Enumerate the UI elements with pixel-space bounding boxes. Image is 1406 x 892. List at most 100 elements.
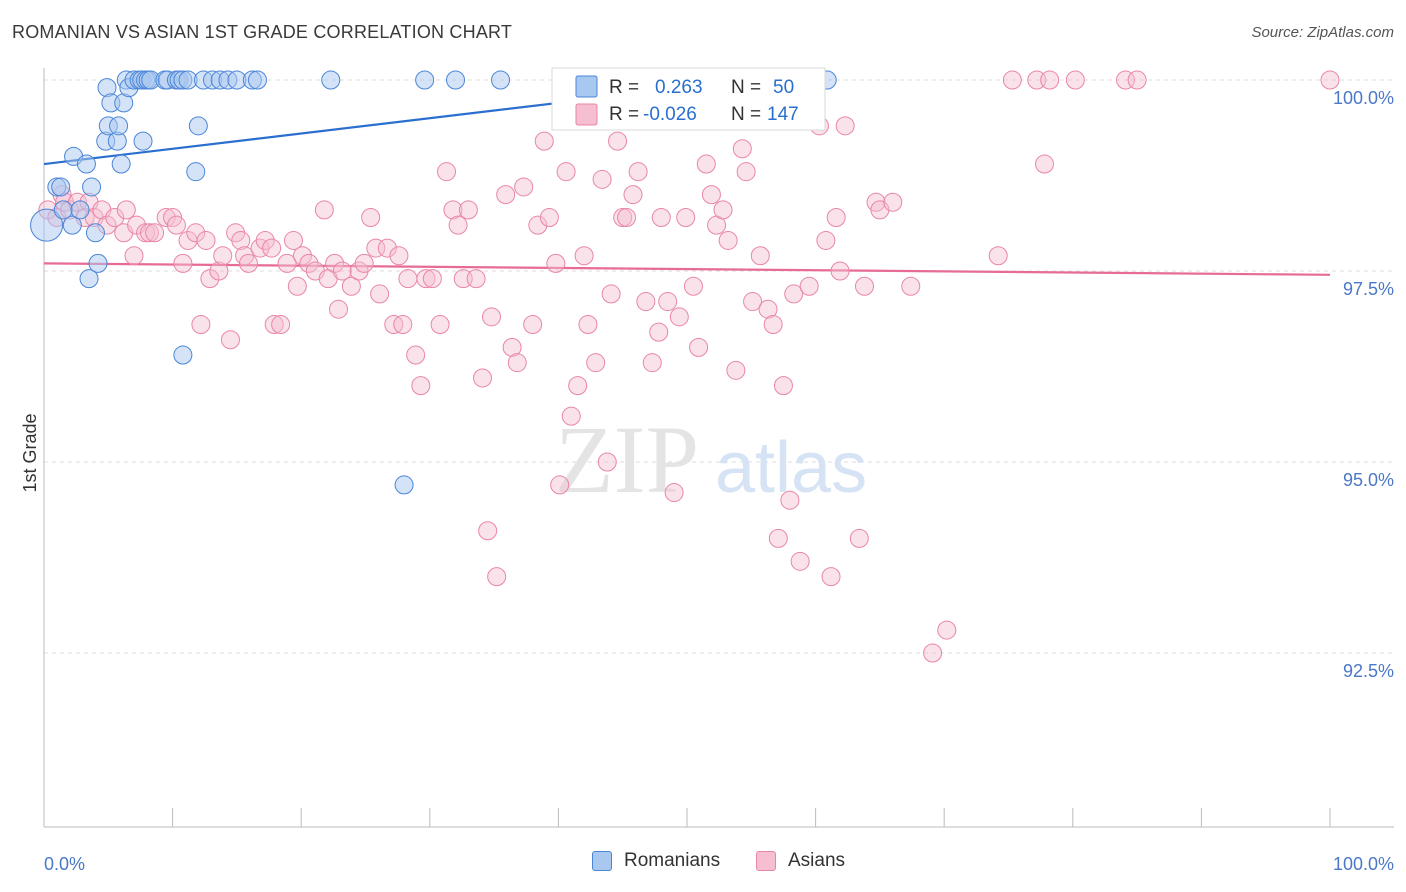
asians-point [726, 360, 746, 380]
romanians-point [88, 253, 108, 273]
asians-point [669, 307, 689, 327]
asians-point [1116, 70, 1136, 90]
correlation-legend: R = 0.263 N = 50 R = -0.026 N = 147 [551, 67, 826, 131]
asians-point [534, 131, 554, 151]
romanians-label: Romanians [624, 850, 721, 871]
asians-point [277, 253, 297, 273]
asians-point [389, 246, 409, 266]
asians-point [830, 261, 850, 281]
asians-point [523, 314, 543, 334]
asians-point [1035, 154, 1055, 174]
legend-pink-r-value: -0.026 [643, 104, 697, 125]
asians-point [718, 230, 738, 250]
asians-point [173, 253, 193, 273]
asians-point [1065, 70, 1085, 90]
legend-pink-swatch [575, 103, 598, 126]
romanians-point [247, 70, 267, 90]
asians-point [287, 276, 307, 296]
romanians-point [82, 177, 102, 197]
asians-point [377, 238, 397, 258]
asians-point [116, 200, 136, 220]
asians-point [502, 337, 522, 357]
y-tick-label-2: 95.0% [1343, 470, 1394, 490]
romanians-point [51, 177, 71, 197]
asians-point [271, 314, 291, 334]
asians-point [901, 276, 921, 296]
asians-point [255, 230, 275, 250]
y-tick-label-3: 92.5% [1343, 661, 1394, 681]
romanians-point [79, 269, 99, 289]
asians-point [299, 253, 319, 273]
asians-point [1040, 70, 1060, 90]
asians-point [642, 353, 662, 373]
y-axis-tick-labels: 100.0% 97.5% 95.0% 92.5% [1333, 88, 1394, 681]
asians-points [38, 70, 1340, 663]
asians-point [608, 131, 628, 151]
series-legend: Romanians Asians [0, 850, 1406, 880]
asians-point [186, 223, 206, 243]
asians-point [458, 200, 478, 220]
asians-point [105, 208, 125, 228]
asians-point [354, 253, 374, 273]
asians-point [314, 200, 334, 220]
asians-point [601, 284, 621, 304]
asians-point [437, 162, 457, 182]
asians-point [443, 200, 463, 220]
asians-point [743, 292, 763, 312]
asians-point [636, 292, 656, 312]
watermark-zip: ZIP [555, 406, 699, 513]
asians-point [701, 185, 721, 205]
asians-point [332, 261, 352, 281]
asians-trend-line [43, 262, 1331, 276]
asians-point [292, 246, 312, 266]
asians-point [732, 139, 752, 159]
romanians-point [70, 200, 90, 220]
asians-point [763, 314, 783, 334]
asians-point [676, 208, 696, 228]
romanians-point [394, 475, 414, 495]
romanians-point [85, 223, 105, 243]
asians-point [556, 162, 576, 182]
asians-point [341, 276, 361, 296]
asians-point [658, 292, 678, 312]
asians-point [196, 230, 216, 250]
asians-point [628, 162, 648, 182]
asians-point [422, 269, 442, 289]
asians-point [209, 261, 229, 281]
asians-point [689, 337, 709, 357]
legend-item-romanians[interactable]: Romanians [592, 850, 720, 872]
asians-point [664, 483, 684, 503]
x-axis-ticks [43, 808, 1331, 827]
asians-point [923, 643, 943, 663]
asians-point [546, 253, 566, 273]
romanians-point [76, 154, 96, 174]
romanians-point [491, 70, 511, 90]
asians-point [550, 475, 570, 495]
asians-point [816, 230, 836, 250]
asians-point [768, 528, 788, 548]
asians-point [156, 208, 176, 228]
axes [43, 68, 1394, 828]
asians-point [478, 521, 498, 541]
asians-point [325, 253, 345, 273]
romanians-swatch [592, 851, 612, 871]
legend-blue-r-value: 0.263 [655, 77, 703, 98]
legend-item-asians[interactable]: Asians [756, 850, 845, 872]
asians-point [482, 307, 502, 327]
asians-point [649, 322, 669, 342]
asians-point [213, 246, 233, 266]
romanians-point [188, 116, 208, 136]
asians-point [784, 284, 804, 304]
watermark-atlas: atlas [715, 428, 867, 508]
asians-point [883, 192, 903, 212]
legend-blue-swatch [575, 75, 598, 98]
asians-point [651, 208, 671, 228]
romanians-point [173, 345, 193, 365]
asians-point [623, 185, 643, 205]
x-tick-label-min: 0.0% [44, 854, 85, 874]
asians-point [448, 215, 468, 235]
asians-point [366, 238, 386, 258]
asians-point [574, 246, 594, 266]
asians-point [617, 208, 637, 228]
